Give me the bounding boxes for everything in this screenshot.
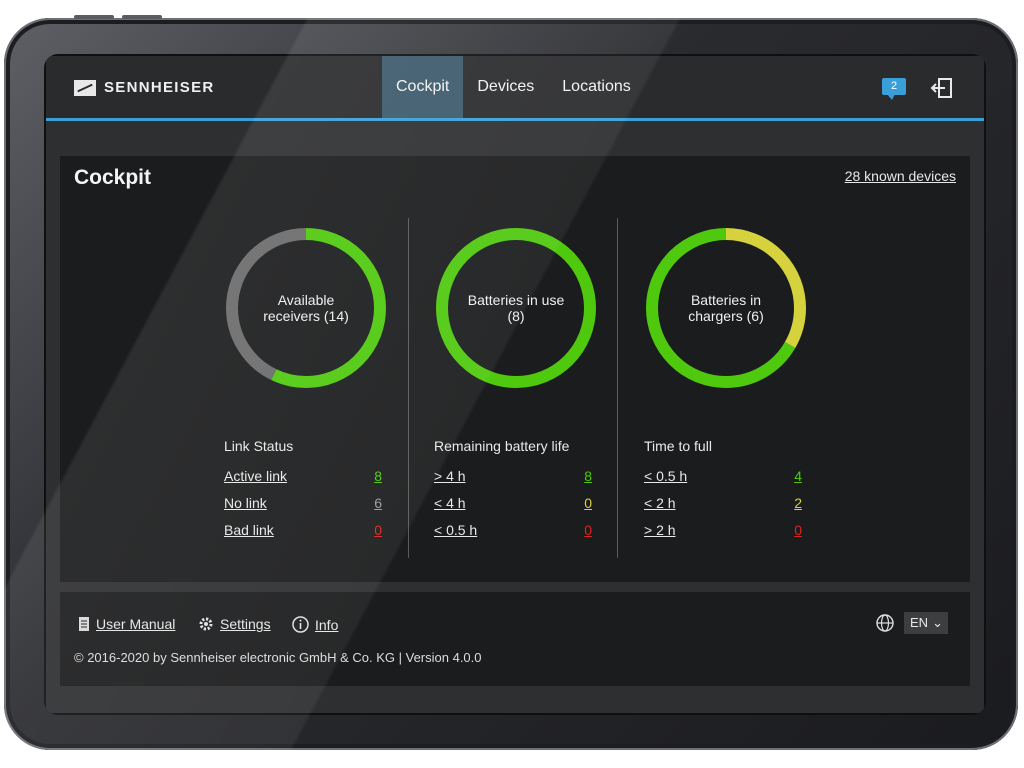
stat-row: < 0.5 h 0 xyxy=(434,522,594,540)
batteries-in-chargers-ring-chart xyxy=(646,228,806,388)
hardware-button xyxy=(74,15,114,19)
under-2h-full-link[interactable]: < 2 h xyxy=(644,495,676,511)
bad-link-count[interactable]: 0 xyxy=(374,522,382,538)
active-link-link[interactable]: Active link xyxy=(224,468,288,484)
settings-link[interactable]: Settings xyxy=(198,616,271,632)
language-select[interactable]: EN ⌄ xyxy=(904,612,948,634)
hardware-button xyxy=(122,15,162,19)
no-link-count[interactable]: 6 xyxy=(374,495,382,511)
stat-row: > 4 h 8 xyxy=(434,468,594,486)
stat-row: < 0.5 h 4 xyxy=(644,468,804,486)
page-title: Cockpit xyxy=(74,166,152,189)
info-label: Info xyxy=(315,616,339,633)
footer: User Manual Settings Info © 2016-2020 by… xyxy=(60,592,970,686)
brand-name: SENNHEISER xyxy=(104,79,215,96)
cockpit-panel: Cockpit 28 known devices Available recei… xyxy=(60,156,970,582)
document-icon xyxy=(79,617,89,631)
column-divider xyxy=(408,218,409,558)
under-half-hour-full-count[interactable]: 4 xyxy=(794,468,802,484)
ring-segment xyxy=(646,228,806,388)
under-4h-link[interactable]: < 4 h xyxy=(434,495,466,511)
active-link-count[interactable]: 8 xyxy=(374,468,382,484)
ring-segment xyxy=(436,228,596,388)
chevron-down-icon: ⌄ xyxy=(932,615,943,630)
app-screen: SENNHEISER Cockpit Devices Locations 2 C… xyxy=(46,56,984,713)
receivers-panel: Available receivers (14) Link Status Act… xyxy=(224,226,424,556)
batteries-in-use-panel: Batteries in use (8) Remaining battery l… xyxy=(434,226,634,556)
batteries-in-chargers-ring-label: Batteries in chargers (6) xyxy=(688,292,764,324)
column-divider xyxy=(617,218,618,558)
user-manual-label: User Manual xyxy=(96,616,176,632)
receivers-ring-chart xyxy=(226,228,386,388)
screen-bezel: SENNHEISER Cockpit Devices Locations 2 C… xyxy=(44,54,986,715)
globe-icon xyxy=(876,614,894,632)
over-2h-full-count[interactable]: 0 xyxy=(794,522,802,538)
tab-locations[interactable]: Locations xyxy=(562,78,631,95)
batteries-in-use-ring-label: Batteries in use (8) xyxy=(467,292,565,324)
stat-row: > 2 h 0 xyxy=(644,522,804,540)
over-4h-count[interactable]: 8 xyxy=(584,468,592,484)
language-value: EN xyxy=(910,615,929,630)
tab-devices[interactable]: Devices xyxy=(477,78,535,95)
main-nav: Cockpit Devices Locations xyxy=(382,56,645,118)
stat-row: Active link 8 xyxy=(224,468,384,486)
user-manual-link[interactable]: User Manual xyxy=(78,616,175,632)
receivers-ring-label: Available receivers (14) xyxy=(263,292,349,324)
under-half-hour-full-link[interactable]: < 0.5 h xyxy=(644,468,688,484)
sennheiser-logo-icon xyxy=(74,79,96,96)
batteries-in-chargers-panel: Batteries in chargers (6) Time to full <… xyxy=(644,226,844,556)
gear-icon xyxy=(199,617,213,631)
over-2h-full-link[interactable]: > 2 h xyxy=(644,522,676,538)
info-link[interactable]: Info xyxy=(292,616,338,633)
time-to-full-title: Time to full xyxy=(644,438,712,454)
logout-icon[interactable] xyxy=(930,77,954,99)
settings-label: Settings xyxy=(220,616,271,632)
under-4h-count[interactable]: 0 xyxy=(584,495,592,511)
known-devices-link[interactable]: 28 known devices xyxy=(844,168,956,184)
batteries-in-use-ring-chart xyxy=(436,228,596,388)
stat-row: No link 6 xyxy=(224,495,384,513)
under-half-hour-link[interactable]: < 0.5 h xyxy=(434,522,478,538)
remaining-battery-title: Remaining battery life xyxy=(434,438,570,454)
bad-link-link[interactable]: Bad link xyxy=(224,522,274,538)
under-half-hour-count[interactable]: 0 xyxy=(584,522,592,538)
messages-count-badge: 2 xyxy=(890,80,898,92)
ring-segment xyxy=(226,228,386,388)
brand-logo: SENNHEISER xyxy=(74,79,215,96)
stat-row: < 4 h 0 xyxy=(434,495,594,513)
no-link-link[interactable]: No link xyxy=(224,495,267,511)
info-icon xyxy=(292,616,309,633)
under-2h-full-count[interactable]: 2 xyxy=(794,495,802,511)
stat-row: < 2 h 2 xyxy=(644,495,804,513)
top-bar: SENNHEISER Cockpit Devices Locations 2 xyxy=(46,56,984,121)
tab-cockpit[interactable]: Cockpit xyxy=(382,56,464,118)
over-4h-link[interactable]: > 4 h xyxy=(434,468,466,484)
messages-icon[interactable]: 2 xyxy=(882,78,906,100)
link-status-title: Link Status xyxy=(224,438,294,454)
stat-row: Bad link 0 xyxy=(224,522,384,540)
copyright-text: © 2016-2020 by Sennheiser electronic Gmb… xyxy=(74,650,482,665)
